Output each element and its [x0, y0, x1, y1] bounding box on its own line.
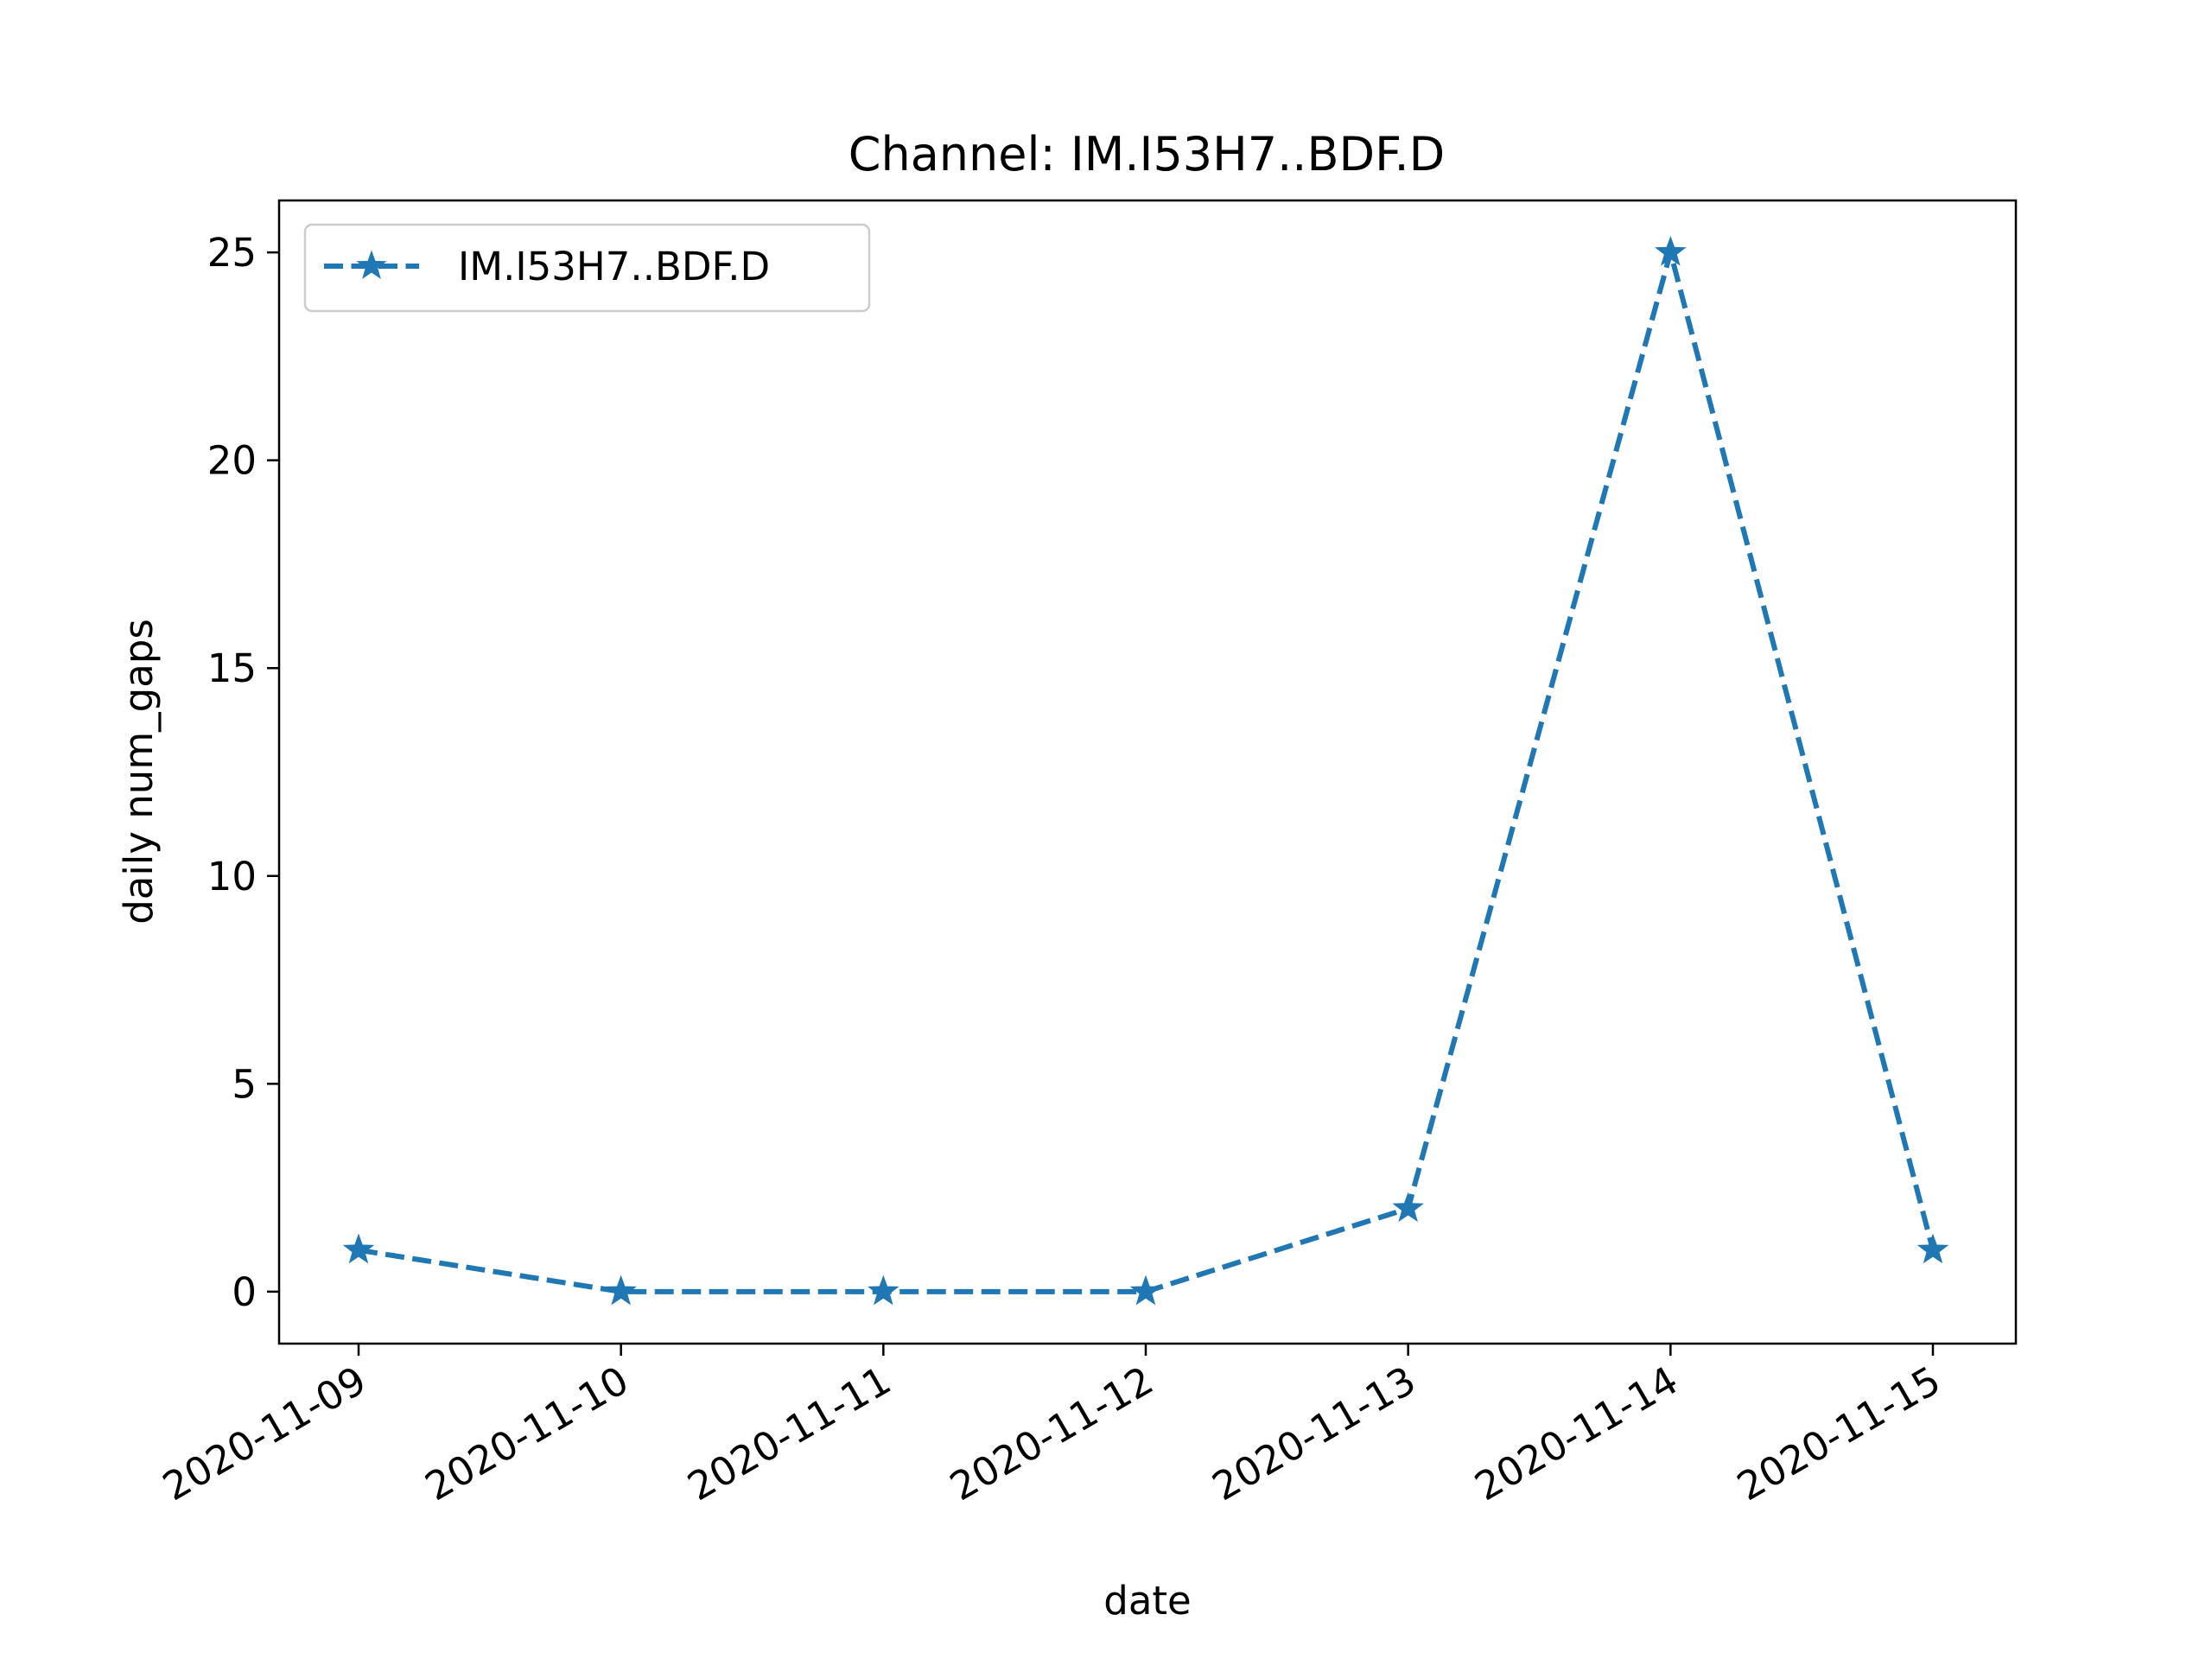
- legend-star-marker: [356, 250, 387, 279]
- data-point-star: [342, 1233, 375, 1264]
- data-point-star: [1655, 235, 1687, 266]
- y-tick-label: 20: [207, 438, 257, 484]
- legend-box: [303, 223, 871, 313]
- legend: IM.I53H7..BDF.D: [303, 223, 871, 313]
- data-point-star: [868, 1274, 899, 1306]
- x-axis-label: date: [1103, 1578, 1191, 1624]
- series-layer: [342, 235, 1949, 1306]
- y-tick-label: 5: [232, 1061, 257, 1107]
- axes-frame: [277, 199, 2018, 1345]
- data-point-star: [605, 1274, 637, 1306]
- data-point-star: [1916, 1233, 1949, 1264]
- data-point-star: [1392, 1192, 1424, 1223]
- chart-title: Channel: IM.I53H7..BDF.D: [849, 127, 1445, 181]
- y-tick-label: 15: [207, 645, 257, 691]
- y-axis-label: daily num_gaps: [116, 619, 162, 925]
- data-point-star: [1129, 1274, 1162, 1306]
- y-tick-label: 25: [207, 230, 257, 276]
- y-axis-ticks: 0 5 10 15 20 25: [207, 230, 279, 1315]
- legend-label: IM.I53H7..BDF.D: [458, 244, 770, 289]
- y-tick-label: 10: [207, 854, 257, 899]
- y-tick-label: 0: [232, 1269, 257, 1315]
